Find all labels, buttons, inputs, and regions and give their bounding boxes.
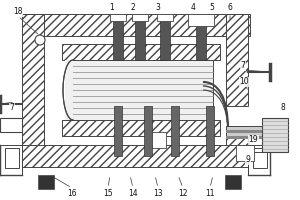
Bar [62,120,220,136]
Text: 8: 8 [280,104,285,112]
Text: 4: 4 [190,3,195,12]
Text: 14: 14 [128,188,138,198]
Bar [236,145,254,161]
Bar [225,175,241,189]
Bar [226,136,262,139]
Bar [113,14,123,60]
Bar [226,126,262,136]
Text: 15: 15 [103,188,113,198]
Bar [253,148,267,168]
Text: 18: 18 [13,7,23,17]
Bar [65,60,73,120]
Text: 7: 7 [241,62,245,71]
Bar [38,175,54,189]
Bar [62,44,220,60]
Bar [110,14,126,21]
Text: 5: 5 [210,3,214,12]
Bar [226,14,248,106]
Text: 2: 2 [130,3,135,12]
Text: 7: 7 [10,104,14,112]
Text: 3: 3 [156,3,161,12]
Text: 19: 19 [248,136,258,144]
Bar [5,148,19,168]
Bar [160,14,170,60]
Bar [114,106,122,156]
Bar [248,145,270,175]
Bar [0,145,22,175]
Bar [171,106,179,156]
Bar [262,118,288,152]
Bar [22,14,44,149]
Bar [22,145,250,167]
Text: 13: 13 [153,188,163,198]
Bar [226,130,262,133]
Bar [188,14,214,26]
Text: 16: 16 [67,188,77,198]
Text: 10: 10 [239,77,249,86]
Text: 9: 9 [246,156,250,164]
Bar [152,132,166,148]
Bar [196,14,206,60]
Bar [65,60,213,120]
Bar [226,126,248,149]
Circle shape [35,35,45,45]
Bar [157,14,173,21]
Bar [22,14,250,36]
Bar [0,118,22,132]
Bar [132,14,148,21]
Bar [135,14,145,60]
Text: 11: 11 [205,188,215,198]
Text: 6: 6 [228,3,232,12]
Bar [206,106,214,156]
Text: 1: 1 [110,3,114,12]
Bar [144,106,152,156]
Text: 12: 12 [178,188,188,198]
